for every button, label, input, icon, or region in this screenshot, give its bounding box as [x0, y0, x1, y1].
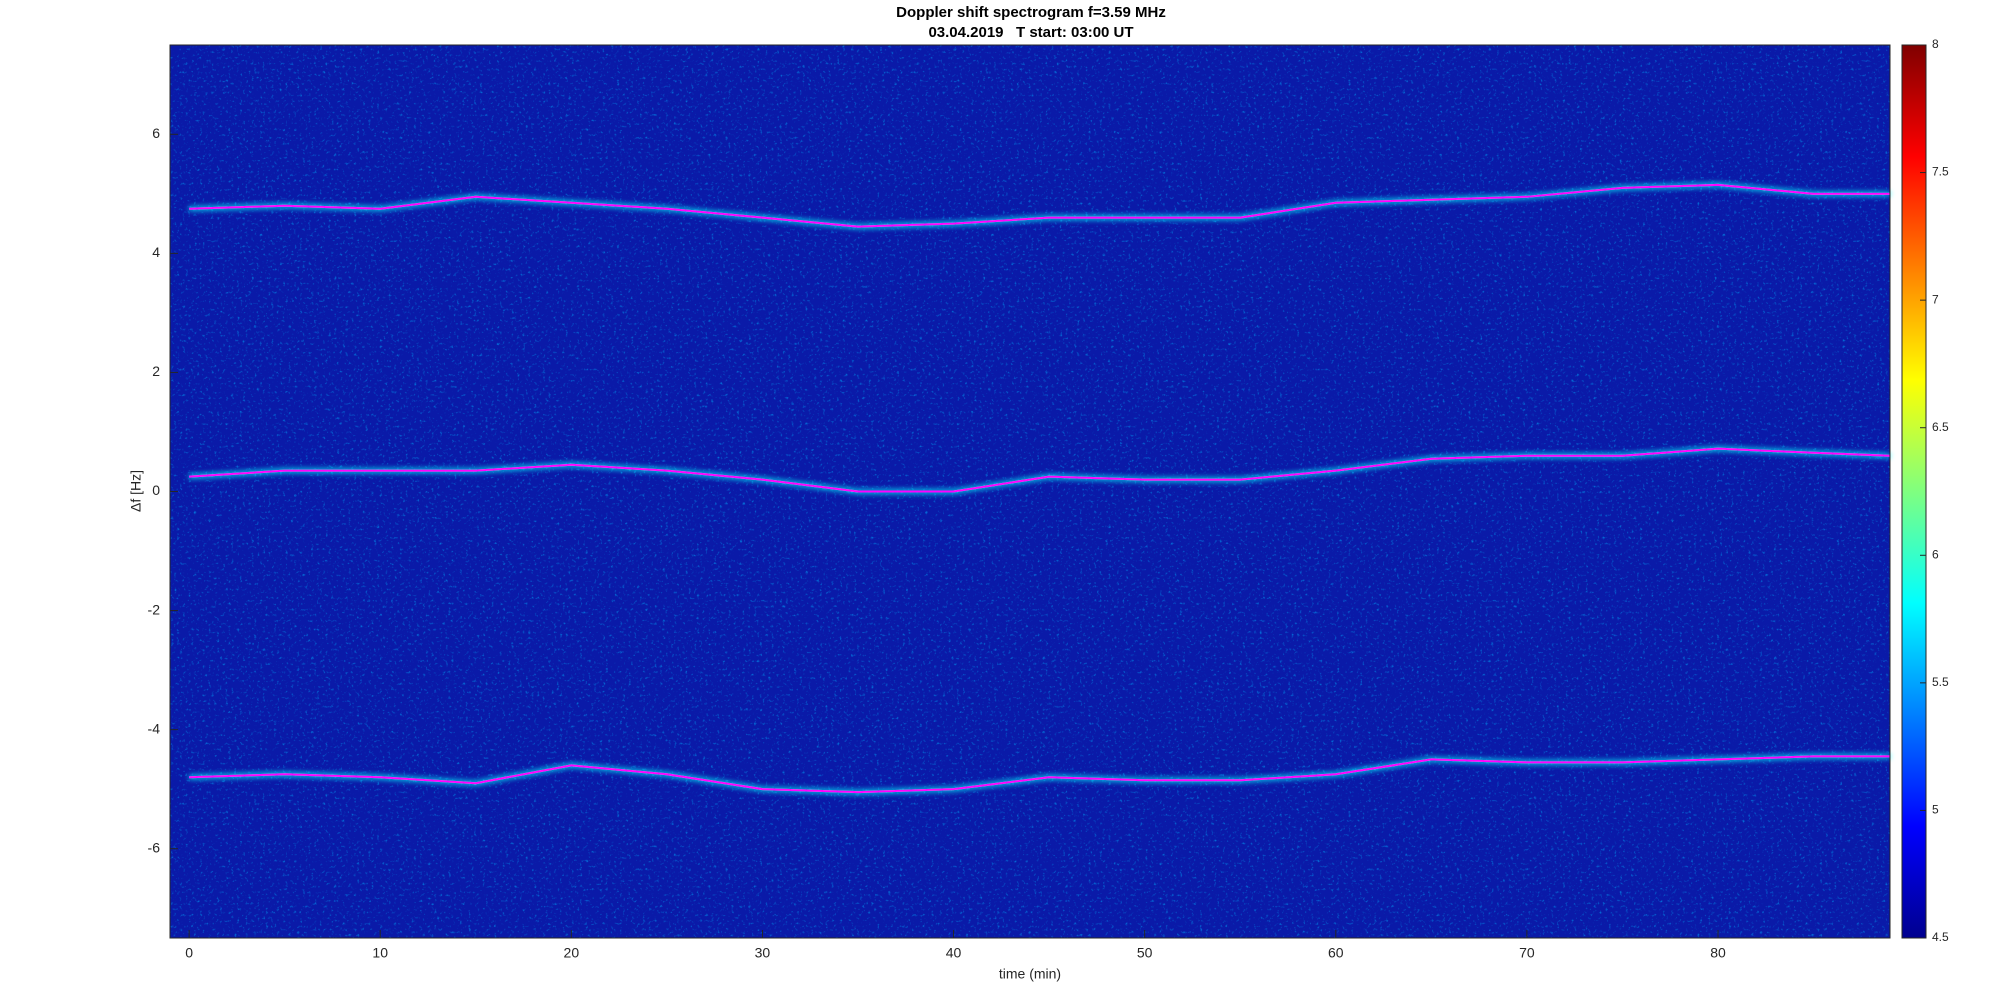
- y-tick-label: 4: [152, 244, 160, 260]
- colorbar-tick-label: 5: [1932, 803, 1939, 817]
- colorbar: [1901, 44, 1927, 939]
- chart-title: Doppler shift spectrogram f=3.59 MHz: [896, 4, 1166, 21]
- x-tick-label: 60: [1328, 945, 1344, 961]
- doppler-trace: [189, 755, 1890, 794]
- colorbar-tick-label: 5.5: [1932, 675, 1949, 689]
- y-tick-label: -2: [148, 601, 161, 617]
- x-tick-label: 30: [755, 945, 771, 961]
- x-tick-label: 50: [1137, 945, 1153, 961]
- x-tick-label: 70: [1519, 945, 1535, 961]
- colorbar-tick-label: 4.5: [1932, 930, 1949, 944]
- x-axis-label: time (min): [999, 966, 1061, 982]
- chart-subtitle: 03.04.2019 T start: 03:00 UT: [928, 24, 1133, 41]
- colorbar-tick-label: 7.5: [1932, 165, 1949, 179]
- x-tick-label: 80: [1710, 945, 1726, 961]
- y-tick-label: -6: [148, 839, 161, 855]
- y-axis-label: Δf [Hz]: [128, 470, 144, 512]
- x-tick-label: 40: [946, 945, 962, 961]
- background-noise: [170, 45, 1890, 938]
- x-tick-label: 10: [372, 945, 388, 961]
- y-tick-label: 0: [152, 482, 160, 498]
- colorbar-tick-label: 6.5: [1932, 420, 1949, 434]
- doppler-trace: [189, 447, 1891, 493]
- x-tick-label: 20: [564, 945, 580, 961]
- colorbar-tick-label: 6: [1932, 547, 1939, 561]
- y-tick-label: 6: [152, 125, 160, 141]
- marks: [189, 183, 1891, 794]
- doppler-trace: [189, 183, 1890, 228]
- x-tick-label: 0: [185, 945, 193, 961]
- y-tick-label: -4: [148, 720, 161, 736]
- y-tick-label: 2: [152, 363, 160, 379]
- colorbar-tick-label: 8: [1932, 37, 1939, 51]
- colorbar-tick-label: 7: [1932, 292, 1939, 306]
